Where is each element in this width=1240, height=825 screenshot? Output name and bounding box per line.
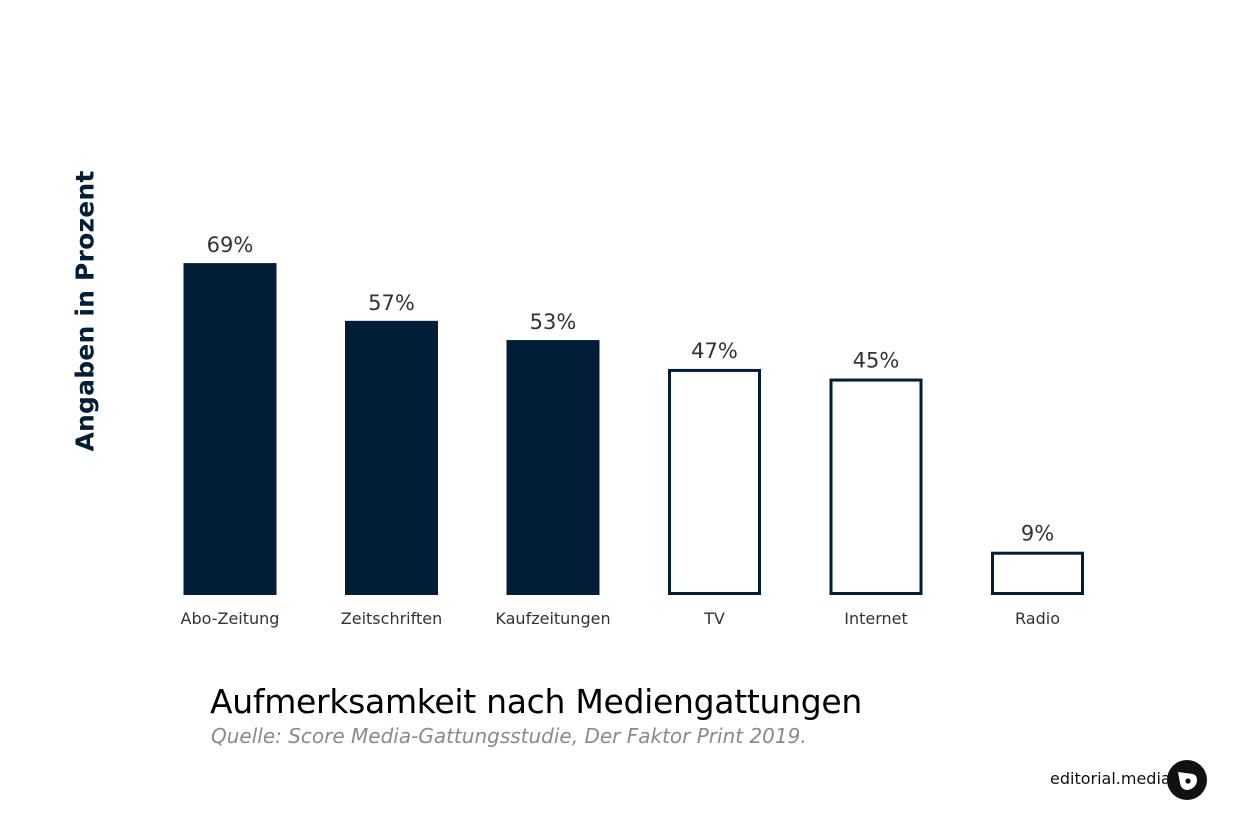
x-tick-label: Kaufzeitungen <box>495 609 610 628</box>
data-label: 47% <box>691 339 738 363</box>
editorial-media-logo-icon <box>1167 760 1207 800</box>
bar-abo-zeitung <box>183 263 277 595</box>
bar-zeitschriften <box>345 320 438 595</box>
x-tick-label: Radio <box>1015 609 1060 628</box>
data-label: 53% <box>530 310 577 334</box>
x-tick-label: Zeitschriften <box>341 609 442 628</box>
bar-internet <box>829 378 923 595</box>
data-label: 45% <box>853 349 900 373</box>
brand-name: editorial.media <box>1050 769 1171 788</box>
bar-tv <box>668 368 761 595</box>
bar-radio <box>991 551 1084 596</box>
x-tick-label: Internet <box>844 609 908 628</box>
data-label: 69% <box>207 233 254 257</box>
chart-title: Aufmerksamkeit nach Mediengattungen <box>210 682 862 721</box>
x-tick-label: Abo-Zeitung <box>181 609 280 628</box>
chart-source: Quelle: Score Media-Gattungsstudie, Der … <box>211 724 807 748</box>
x-tick-label: TV <box>703 609 725 628</box>
y-axis-label: Angaben in Prozent <box>70 170 100 452</box>
data-label: 57% <box>368 291 415 315</box>
data-label: 9% <box>1021 522 1054 546</box>
bar-kaufzeitungen <box>506 340 600 595</box>
